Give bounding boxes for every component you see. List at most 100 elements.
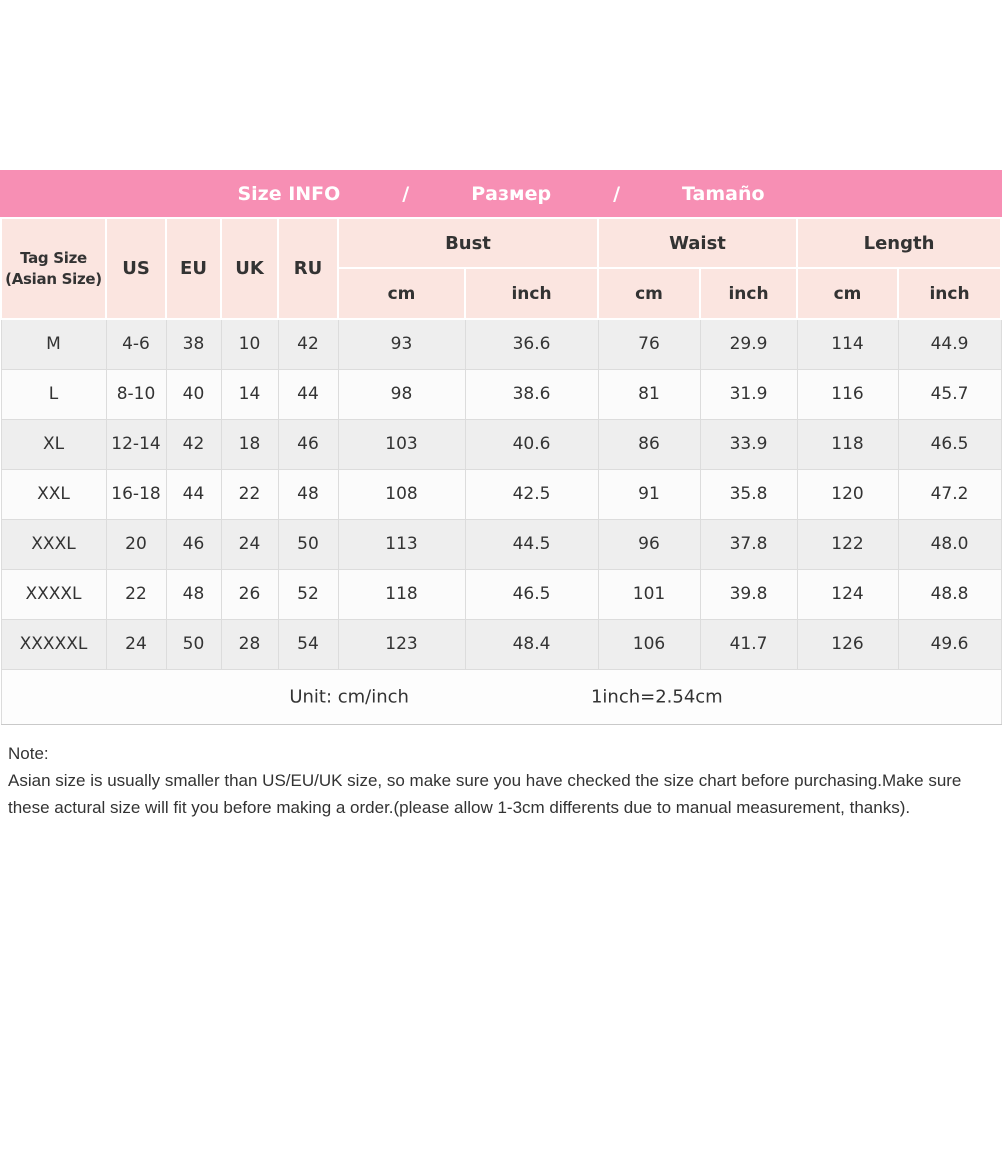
- header-bust-cm: cm: [337, 267, 466, 320]
- cell-eu: 46: [165, 518, 222, 570]
- table-row: L 8-10 40 14 44 98 38.6 81 31.9 116 45.7: [0, 368, 1002, 420]
- cell-ru: 48: [277, 468, 339, 520]
- cell-length-inch: 48.0: [897, 518, 1002, 570]
- cell-length-inch: 45.7: [897, 368, 1002, 420]
- note-line-2: these actural size will fit you before m…: [8, 797, 911, 817]
- cell-eu: 42: [165, 418, 222, 470]
- banner-title-es: Tamaño: [682, 182, 765, 205]
- cell-uk: 24: [220, 518, 279, 570]
- unit-label: Unit: cm/inch: [289, 686, 409, 707]
- cell-tag-size: L: [0, 368, 107, 420]
- size-chart-page: Size INFO / Размер / Tamaño Tag Size (As…: [0, 170, 1002, 821]
- cell-length-inch: 47.2: [897, 468, 1002, 520]
- header-bust-inch: inch: [464, 267, 599, 320]
- cell-waist-inch: 37.8: [699, 518, 798, 570]
- cell-length-inch: 46.5: [897, 418, 1002, 470]
- cell-waist-cm: 101: [597, 568, 701, 620]
- cell-length-cm: 118: [796, 418, 899, 470]
- cell-tag-size: M: [0, 318, 107, 370]
- header-waist: Waist: [597, 217, 798, 269]
- header-tag-size: Tag Size (Asian Size): [0, 217, 107, 320]
- cell-ru: 46: [277, 418, 339, 470]
- cell-uk: 26: [220, 568, 279, 620]
- header-tag-size-line2: (Asian Size): [5, 269, 102, 288]
- cell-length-cm: 124: [796, 568, 899, 620]
- cell-us: 16-18: [105, 468, 167, 520]
- size-table-footer: Unit: cm/inch 1inch=2.54cm: [0, 668, 1002, 725]
- header-row-groups: Tag Size (Asian Size) US EU UK RU Bust W…: [0, 217, 1002, 320]
- note-line-1: Asian size is usually smaller than US/EU…: [8, 770, 962, 790]
- cell-tag-size: XL: [0, 418, 107, 470]
- cell-uk: 10: [220, 318, 279, 370]
- header-eu: EU: [165, 217, 222, 320]
- header-waist-inch: inch: [699, 267, 798, 320]
- unit-footer-cell: Unit: cm/inch 1inch=2.54cm: [0, 668, 1002, 725]
- banner-title-ru: Размер: [471, 182, 552, 205]
- header-row-units: cm inch cm inch cm inch: [1, 267, 1002, 320]
- cell-length-cm: 114: [796, 318, 899, 370]
- cell-eu: 40: [165, 368, 222, 420]
- header-tag-size-line1: Tag Size: [20, 248, 87, 267]
- note: Note: Asian size is usually smaller than…: [8, 740, 1002, 821]
- cell-length-inch: 49.6: [897, 618, 1002, 670]
- cell-eu: 48: [165, 568, 222, 620]
- cell-length-cm: 126: [796, 618, 899, 670]
- cell-ru: 42: [277, 318, 339, 370]
- size-table: Tag Size (Asian Size) US EU UK RU Bust W…: [0, 217, 1002, 725]
- size-info-banner: Size INFO / Размер / Tamaño: [0, 170, 1002, 217]
- cell-length-cm: 122: [796, 518, 899, 570]
- cell-length-cm: 116: [796, 368, 899, 420]
- cell-bust-inch: 48.4: [464, 618, 599, 670]
- size-table-header: Tag Size (Asian Size) US EU UK RU Bust W…: [0, 217, 1002, 320]
- cell-waist-inch: 35.8: [699, 468, 798, 520]
- cell-us: 20: [105, 518, 167, 570]
- cell-waist-cm: 86: [597, 418, 701, 470]
- cell-bust-inch: 38.6: [464, 368, 599, 420]
- cell-ru: 50: [277, 518, 339, 570]
- cell-tag-size: XXXXL: [0, 568, 107, 620]
- cell-length-cm: 120: [796, 468, 899, 520]
- cell-us: 24: [105, 618, 167, 670]
- header-waist-cm: cm: [597, 267, 701, 320]
- cell-us: 4-6: [105, 318, 167, 370]
- cell-waist-cm: 81: [597, 368, 701, 420]
- cell-ru: 52: [277, 568, 339, 620]
- table-row: XXXL 20 46 24 50 113 44.5 96 37.8 122 48.0: [0, 518, 1002, 570]
- cell-uk: 18: [220, 418, 279, 470]
- header-ru: RU: [277, 217, 339, 320]
- banner-separator: /: [402, 182, 410, 205]
- cell-tag-size: XXL: [0, 468, 107, 520]
- cell-bust-cm: 98: [337, 368, 466, 420]
- header-bust: Bust: [337, 217, 599, 269]
- table-row: M 4-6 38 10 42 93 36.6 76 29.9 114 44.9: [0, 318, 1002, 370]
- cell-bust-cm: 118: [337, 568, 466, 620]
- cell-waist-cm: 96: [597, 518, 701, 570]
- table-row: XXXXXL 24 50 28 54 123 48.4 106 41.7 126 49.6: [0, 618, 1002, 670]
- header-length-inch: inch: [897, 267, 1002, 320]
- header-uk: UK: [220, 217, 279, 320]
- table-row: XXXXL 22 48 26 52 118 46.5 101 39.8 124 48.8: [0, 568, 1002, 620]
- cell-bust-inch: 44.5: [464, 518, 599, 570]
- cell-bust-cm: 103: [337, 418, 466, 470]
- cell-waist-inch: 39.8: [699, 568, 798, 620]
- cell-bust-inch: 40.6: [464, 418, 599, 470]
- header-length-cm: cm: [796, 267, 899, 320]
- unit-footer-row: Unit: cm/inch 1inch=2.54cm: [0, 668, 1002, 725]
- cell-bust-cm: 123: [337, 618, 466, 670]
- cell-uk: 14: [220, 368, 279, 420]
- cell-us: 8-10: [105, 368, 167, 420]
- cell-eu: 38: [165, 318, 222, 370]
- banner-separator: /: [613, 182, 621, 205]
- cell-eu: 44: [165, 468, 222, 520]
- size-table-body: M 4-6 38 10 42 93 36.6 76 29.9 114 44.9 L 8-10 40 14 44…: [0, 318, 1002, 670]
- table-row: XL 12-14 42 18 46 103 40.6 86 33.9 118 46.5: [0, 418, 1002, 470]
- cell-ru: 44: [277, 368, 339, 420]
- banner-title-en: Size INFO: [237, 182, 341, 205]
- cell-waist-inch: 29.9: [699, 318, 798, 370]
- cell-waist-cm: 91: [597, 468, 701, 520]
- cell-waist-cm: 76: [597, 318, 701, 370]
- note-label: Note:: [8, 743, 49, 763]
- cell-length-inch: 48.8: [897, 568, 1002, 620]
- conversion-label: 1inch=2.54cm: [590, 686, 723, 707]
- cell-bust-inch: 36.6: [464, 318, 599, 370]
